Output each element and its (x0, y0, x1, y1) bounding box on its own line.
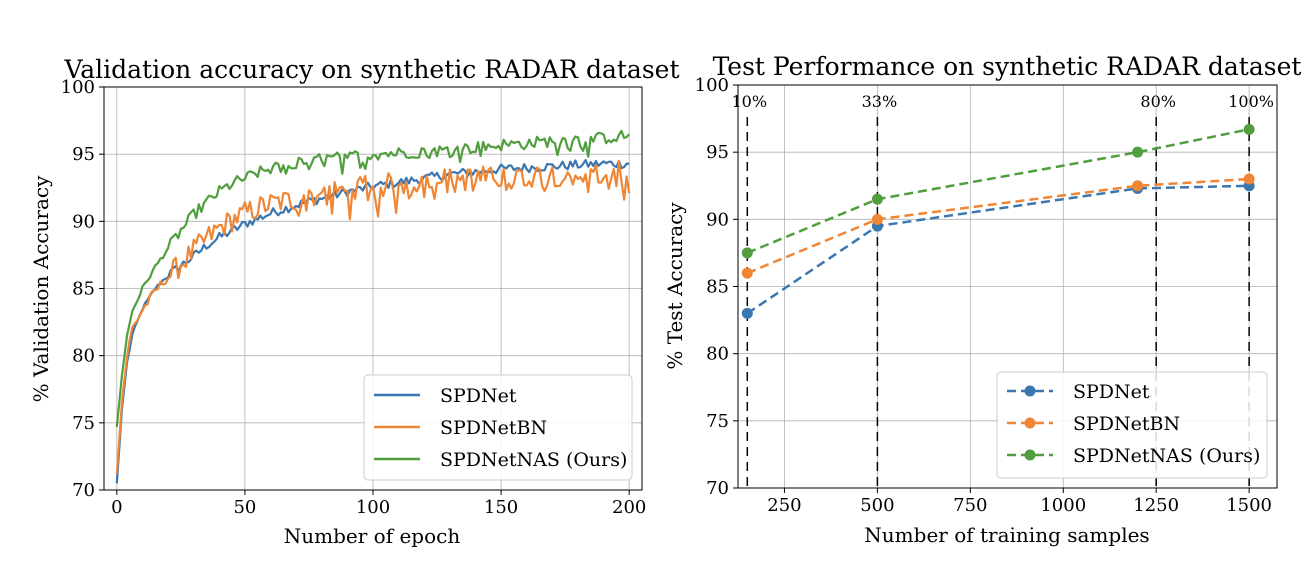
plot-frame (103, 86, 643, 491)
tick-labels: 0 50 100 150 200 70 75 80 85 90 95 100 (61, 77, 647, 518)
legend-label: SPDNet (1073, 381, 1150, 403)
y-tick-label: 70 (706, 478, 729, 499)
x-tick-label: 1250 (1133, 495, 1179, 516)
legend-label: SPDNetNAS (Ours) (1073, 445, 1260, 467)
x-tick-label: 1000 (1040, 495, 1086, 516)
data-point (741, 307, 753, 319)
y-tick-label: 100 (61, 77, 95, 98)
series-line-spdnetbn (115, 159, 631, 474)
data-point (741, 247, 753, 259)
series-line-spdnetnas-ours- (746, 128, 1250, 255)
data-point (741, 267, 753, 279)
x-tick-label: 500 (860, 495, 894, 516)
legend-marker (1024, 417, 1036, 429)
y-tick-label: 100 (695, 75, 729, 96)
x-tick-label: 1500 (1226, 495, 1272, 516)
series-line-spdnetnas-ours- (115, 129, 631, 428)
x-tick-label: 200 (612, 497, 646, 518)
x-tick-label: 0 (111, 497, 122, 518)
chart-title: Test Performance on synthetic RADAR data… (713, 52, 1302, 81)
legend-label: SPDNetBN (1073, 413, 1180, 435)
threshold-label: 10% (732, 92, 768, 111)
y-tick-label: 85 (706, 277, 729, 298)
y-tick-label: 85 (72, 279, 95, 300)
data-point (1132, 180, 1144, 192)
legend-box (363, 374, 633, 481)
legend-label: SPDNetNAS (Ours) (440, 449, 627, 471)
plot-frame (737, 84, 1278, 489)
x-tick-label: 750 (953, 495, 987, 516)
y-tick-label: 75 (72, 413, 95, 434)
y-tick-label: 75 (706, 411, 729, 432)
validation-accuracy-chart: Validation accuracy on synthetic RADAR d… (29, 55, 680, 548)
x-tick-label: 50 (233, 497, 256, 518)
tick-labels: 250 500 750 1000 1250 1500 70 75 80 85 90 95 100 (695, 75, 1272, 516)
legend: SPDNet SPDNetBN SPDNetNAS (Ours) (996, 371, 1268, 479)
chart-title: Validation accuracy on synthetic RADAR d… (63, 55, 679, 84)
data-point (1243, 123, 1255, 135)
x-axis-label: Number of epoch (284, 524, 461, 548)
y-tick-label: 95 (72, 144, 95, 165)
test-performance-chart: Test Performance on synthetic RADAR data… (663, 52, 1301, 547)
series-line-spdnet (746, 184, 1250, 315)
data-point (1132, 146, 1144, 158)
y-tick-label: 70 (72, 480, 95, 501)
y-axis-label: % Test Accuracy (663, 202, 687, 370)
y-tick-label: 90 (72, 211, 95, 232)
threshold-label: 80% (1140, 92, 1176, 111)
legend-label: SPDNetBN (440, 417, 547, 439)
data-point (1243, 173, 1255, 185)
y-tick-label: 80 (706, 344, 729, 365)
y-tick-label: 95 (706, 142, 729, 163)
legend-box (996, 371, 1268, 479)
legend-label: SPDNet (440, 385, 517, 407)
data-point (871, 213, 883, 225)
x-tick-label: 100 (356, 497, 390, 518)
x-tick-label: 150 (484, 497, 518, 518)
x-axis-label: Number of training samples (864, 523, 1149, 547)
legend: SPDNet SPDNetBN SPDNetNAS (Ours) (363, 374, 633, 481)
y-tick-label: 90 (706, 209, 729, 230)
threshold-label: 33% (862, 92, 898, 111)
legend-marker (1024, 449, 1036, 461)
y-tick-label: 80 (72, 346, 95, 367)
data-point (871, 193, 883, 205)
legend-marker (1024, 385, 1036, 397)
threshold-label: 100% (1228, 92, 1274, 111)
x-tick-label: 250 (767, 495, 801, 516)
y-axis-label: % Validation Accuracy (29, 175, 53, 403)
series-line-spdnetbn (746, 177, 1250, 275)
